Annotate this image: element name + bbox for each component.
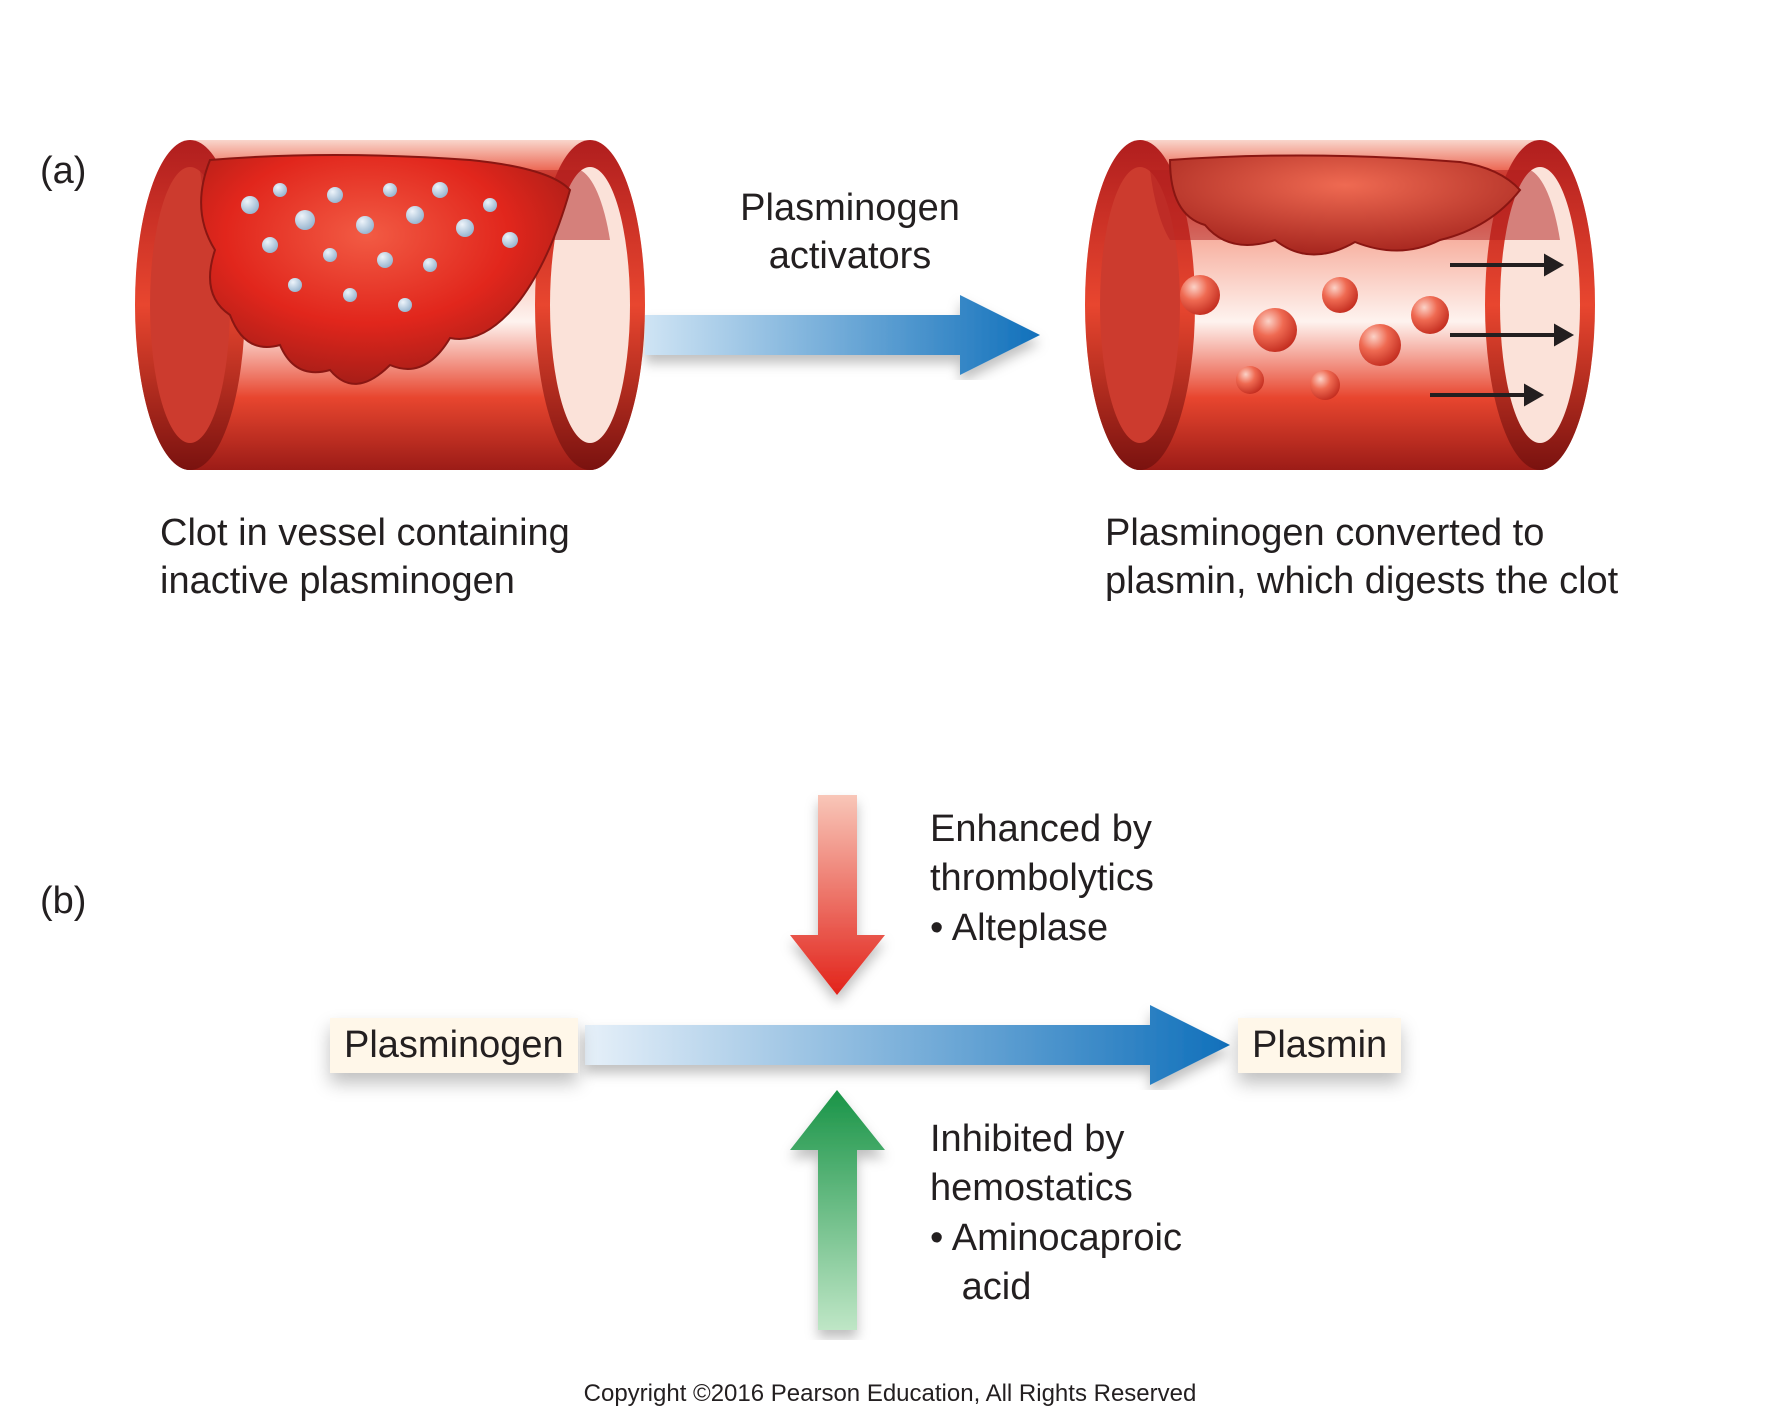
panel-b-label: (b) [40,880,86,923]
arrow-blue-b [580,1000,1240,1090]
caption-right-line2: plasmin, which digests the clot [1105,560,1618,602]
arrow-blue-a [640,290,1050,380]
caption-right: Plasminogen converted to plasmin, which … [1105,510,1618,605]
enhanced-text: Enhanced by thrombolytics • Alteplase [930,805,1154,953]
vessel-left [130,120,650,490]
arrow-green [780,1080,895,1340]
inhibited-bullet1: • Aminocaproic [930,1217,1182,1259]
arrow-red [780,790,895,1010]
copyright-text: Copyright ©2016 Pearson Education, All R… [0,1380,1780,1408]
caption-left-line1: Clot in vessel containing [160,512,570,554]
inhibited-text: Inhibited by hemostatics • Aminocaproic … [930,1115,1182,1313]
plasminogen-box: Plasminogen [330,1018,578,1073]
caption-left-line2: inactive plasminogen [160,560,515,602]
enhanced-line1: Enhanced by [930,808,1152,850]
inhibited-line1: Inhibited by [930,1118,1124,1160]
activators-line1: Plasminogen [740,187,960,229]
activators-line2: activators [769,235,932,277]
enhanced-line2: thrombolytics [930,857,1154,899]
inhibited-line2: hemostatics [930,1167,1133,1209]
vessel-right [1080,120,1600,490]
inhibited-bullet2: acid [930,1266,1031,1308]
activators-label: Plasminogen activators [690,185,1010,280]
caption-right-line1: Plasminogen converted to [1105,512,1544,554]
caption-left: Clot in vessel containing inactive plasm… [160,510,570,605]
plasmin-box: Plasmin [1238,1018,1401,1073]
panel-a-label: (a) [40,150,86,193]
enhanced-bullet: • Alteplase [930,907,1108,949]
